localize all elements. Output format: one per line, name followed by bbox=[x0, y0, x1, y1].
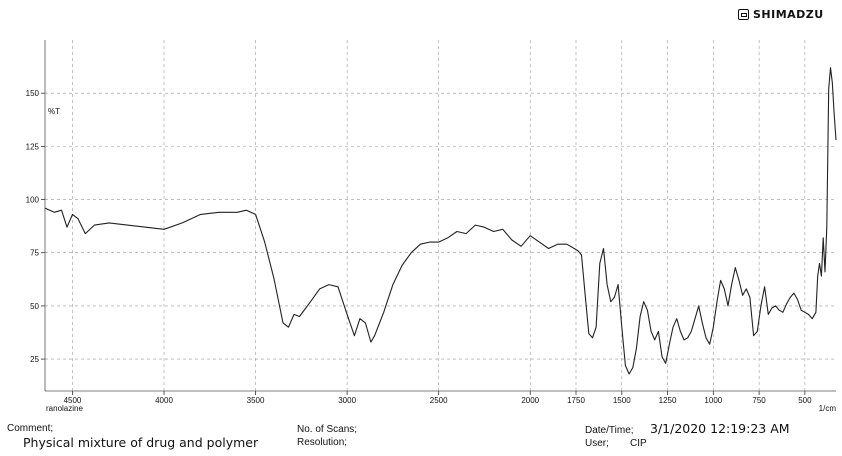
y-tick-label: 75 bbox=[30, 249, 39, 258]
user-value: CIP bbox=[630, 438, 647, 449]
x-tick-labels: 4500 4000 3500 3000 2500 2000 1750 1500 1250 1000… bbox=[64, 396, 813, 405]
y-tick-label: 25 bbox=[30, 355, 39, 364]
y-tick-label: 125 bbox=[26, 142, 40, 151]
y-tick-label: 150 bbox=[26, 89, 40, 98]
x-tick-label: 3000 bbox=[338, 396, 356, 405]
sample-label: ranolazine bbox=[46, 404, 83, 413]
resolution-label: Resolution; bbox=[297, 437, 348, 448]
x-tick-label: 4500 bbox=[64, 396, 82, 405]
transmittance-line bbox=[44, 67, 837, 375]
datetime-value: 3/1/2020 12:19:23 AM bbox=[650, 421, 790, 436]
x-tick-label: 2500 bbox=[430, 396, 448, 405]
datetime-label: Date/Time; bbox=[585, 425, 634, 436]
brand-logo: SHIMADZU bbox=[738, 8, 824, 21]
x-tick-label: 2000 bbox=[521, 396, 539, 405]
shimadzu-logo-icon bbox=[738, 9, 749, 20]
user-label: User; bbox=[585, 438, 609, 449]
x-tick-label: 1750 bbox=[567, 396, 585, 405]
x-tick-label: 500 bbox=[798, 396, 812, 405]
comment-value: Physical mixture of drug and polymer bbox=[23, 435, 259, 450]
x-tick-label: 1500 bbox=[613, 396, 631, 405]
x-tick-label: 4000 bbox=[155, 396, 173, 405]
y-axis-label: %T bbox=[48, 107, 60, 116]
chart-frame bbox=[41, 40, 836, 395]
spectrum-chart: 25 50 75 100 125 150 4500 4000 3500 3000 2500 2000… bbox=[26, 40, 837, 413]
y-tick-label: 100 bbox=[26, 196, 40, 205]
brand-name: SHIMADZU bbox=[753, 8, 824, 21]
x-tick-label: 3500 bbox=[247, 396, 265, 405]
chart-grid bbox=[45, 40, 836, 391]
x-tick-label: 1250 bbox=[659, 396, 677, 405]
comment-label: Comment; bbox=[7, 423, 54, 434]
x-tick-label: 1000 bbox=[704, 396, 722, 405]
x-tick-label: 750 bbox=[752, 396, 766, 405]
y-tick-labels: 25 50 75 100 125 150 bbox=[26, 89, 40, 364]
scans-label: No. of Scans; bbox=[297, 424, 358, 435]
x-axis-unit-label: 1/cm bbox=[819, 404, 837, 413]
y-tick-label: 50 bbox=[30, 302, 39, 311]
